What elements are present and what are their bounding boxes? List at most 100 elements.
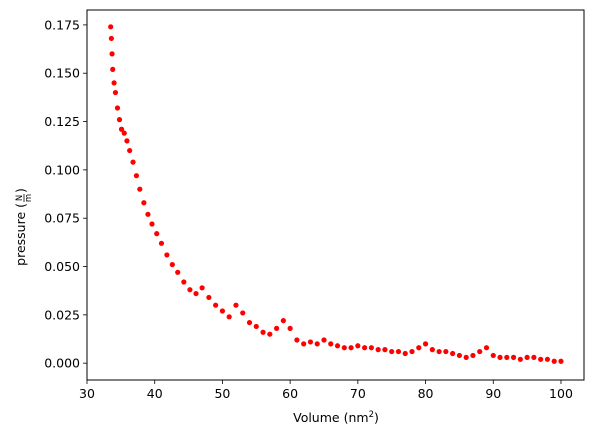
data-point xyxy=(164,252,170,258)
data-point xyxy=(193,290,199,297)
data-point xyxy=(118,126,125,132)
data-point xyxy=(127,147,133,154)
data-point xyxy=(510,354,517,360)
data-point xyxy=(233,302,239,308)
data-point xyxy=(158,240,165,246)
data-point xyxy=(422,341,429,347)
data-point xyxy=(389,348,395,355)
data-point xyxy=(544,356,551,362)
data-point xyxy=(141,200,147,206)
data-point xyxy=(443,348,449,355)
data-point xyxy=(395,348,402,355)
y-axis-title: pressure ( N m ) xyxy=(13,188,34,266)
data-point xyxy=(246,319,253,326)
data-point xyxy=(287,325,293,331)
data-point xyxy=(226,314,232,320)
data-points xyxy=(108,24,564,364)
data-point xyxy=(348,345,354,351)
data-point xyxy=(169,261,175,268)
data-point xyxy=(114,105,121,111)
data-point xyxy=(294,337,300,343)
x-tick-label: 60 xyxy=(282,386,298,401)
data-point xyxy=(240,310,246,316)
data-point xyxy=(355,343,361,349)
y-tick-label: 0.150 xyxy=(44,66,80,81)
data-point xyxy=(409,348,415,355)
data-point xyxy=(328,341,334,347)
data-point xyxy=(149,221,155,227)
data-point xyxy=(137,186,143,192)
y-tick-label: 0.175 xyxy=(44,17,80,32)
data-point xyxy=(130,159,136,165)
data-point xyxy=(111,80,117,86)
x-tick-label: 50 xyxy=(214,386,230,401)
data-point xyxy=(483,345,490,351)
data-point xyxy=(110,66,116,72)
y-tick-label: 0.100 xyxy=(44,162,80,177)
plot-frame xyxy=(86,9,585,381)
data-point xyxy=(477,348,483,355)
data-point xyxy=(273,325,280,331)
data-point xyxy=(558,358,564,364)
data-point xyxy=(199,285,205,291)
data-point xyxy=(301,341,307,347)
x-tick-label: 30 xyxy=(79,386,95,401)
data-point xyxy=(368,345,374,351)
data-point xyxy=(429,347,435,353)
data-point xyxy=(175,269,181,275)
data-point xyxy=(314,341,320,347)
data-point xyxy=(470,352,476,359)
data-point xyxy=(450,350,456,357)
data-point xyxy=(375,347,381,353)
y-tick-label: 0.075 xyxy=(44,211,80,226)
x-tick-label: 40 xyxy=(147,386,163,401)
data-point xyxy=(154,231,160,237)
data-point xyxy=(108,24,114,30)
y-tick-label: 0.050 xyxy=(44,259,80,274)
data-point xyxy=(307,339,314,345)
data-point xyxy=(280,318,286,324)
data-point xyxy=(109,51,115,57)
data-point xyxy=(524,354,530,360)
y-axis-title-denominator: m xyxy=(24,194,34,202)
y-tick-label: 0.125 xyxy=(44,114,80,129)
data-point xyxy=(145,211,151,217)
x-axis-title: Volume (nm2) xyxy=(293,410,379,425)
y-axis-title-numerator: N xyxy=(15,195,25,201)
y-axis: 0.000 0.025 0.050 0.075 0.100 0.125 0.150 0.175 xyxy=(44,17,87,371)
data-point xyxy=(504,354,510,360)
data-point xyxy=(538,356,544,362)
data-point xyxy=(463,354,469,360)
data-point xyxy=(382,347,388,353)
y-tick-label: 0.000 xyxy=(44,356,80,371)
data-point xyxy=(436,348,442,355)
data-point xyxy=(181,279,187,285)
x-axis: 30 40 50 60 70 80 90 100 xyxy=(79,380,573,401)
x-tick-label: 90 xyxy=(485,386,501,401)
data-point xyxy=(334,343,341,349)
data-point xyxy=(121,130,127,136)
data-point xyxy=(362,345,368,351)
y-axis-title-close: ) xyxy=(13,188,28,193)
data-point xyxy=(213,302,219,308)
data-point xyxy=(497,354,503,360)
y-tick-label: 0.025 xyxy=(44,307,80,322)
data-point xyxy=(531,354,537,360)
data-point xyxy=(206,294,212,301)
data-point xyxy=(321,337,327,343)
data-point xyxy=(551,358,557,364)
data-point xyxy=(402,350,408,357)
y-axis-title-prefix: pressure ( xyxy=(13,203,28,266)
data-point xyxy=(260,329,266,335)
x-tick-label: 80 xyxy=(418,386,434,401)
data-point xyxy=(124,138,130,144)
x-tick-label: 70 xyxy=(350,386,366,401)
data-point xyxy=(253,323,259,330)
data-point xyxy=(112,89,119,96)
data-point xyxy=(133,173,140,179)
data-point xyxy=(517,356,523,362)
data-point xyxy=(219,308,226,314)
data-point xyxy=(108,35,114,42)
